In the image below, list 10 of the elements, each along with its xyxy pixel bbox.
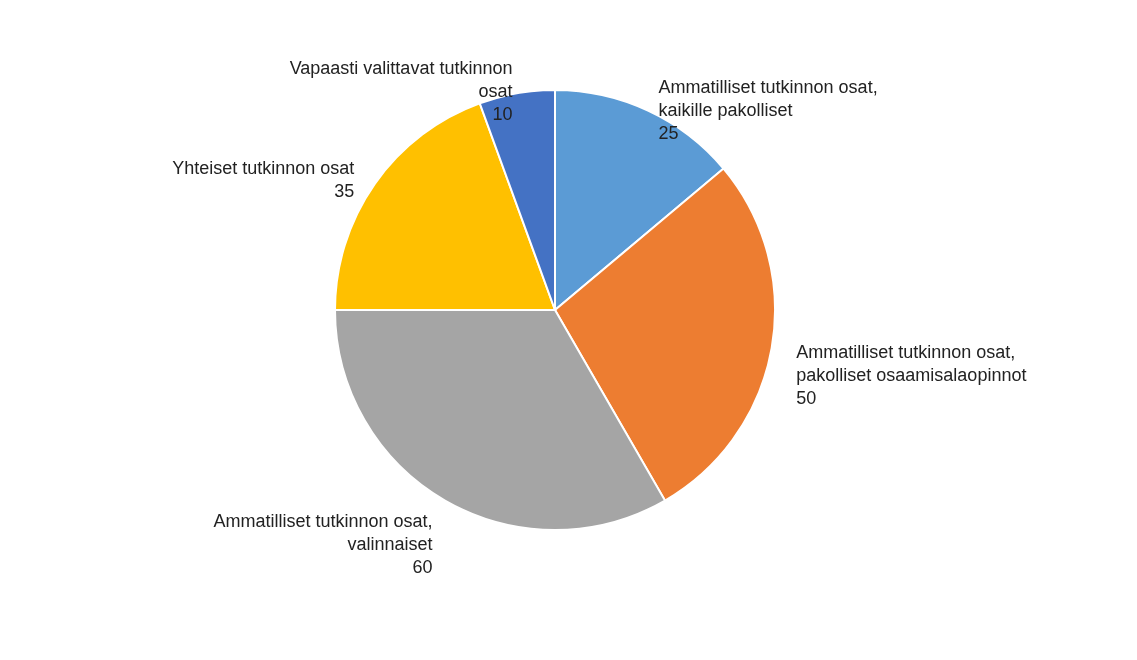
slice-label: Ammatilliset tutkinnon osat, kaikille pakolliset xyxy=(658,76,878,120)
slice-label: Vapaasti valittavat tutkinnon osat xyxy=(289,57,513,101)
slice-label: Ammatilliset tutkinnon osat, valinnaiset xyxy=(213,511,433,555)
data-label: 35 xyxy=(334,181,355,202)
data-label: 10 xyxy=(492,103,513,124)
slice-label: Yhteiset tutkinnon osat xyxy=(172,158,355,179)
data-label: 60 xyxy=(412,557,433,578)
data-label: 50 xyxy=(796,387,817,408)
slice-label: Ammatilliset tutkinnon osat, pakolliset osaamisalaopinnot xyxy=(796,341,1027,385)
data-label: 25 xyxy=(658,122,679,143)
